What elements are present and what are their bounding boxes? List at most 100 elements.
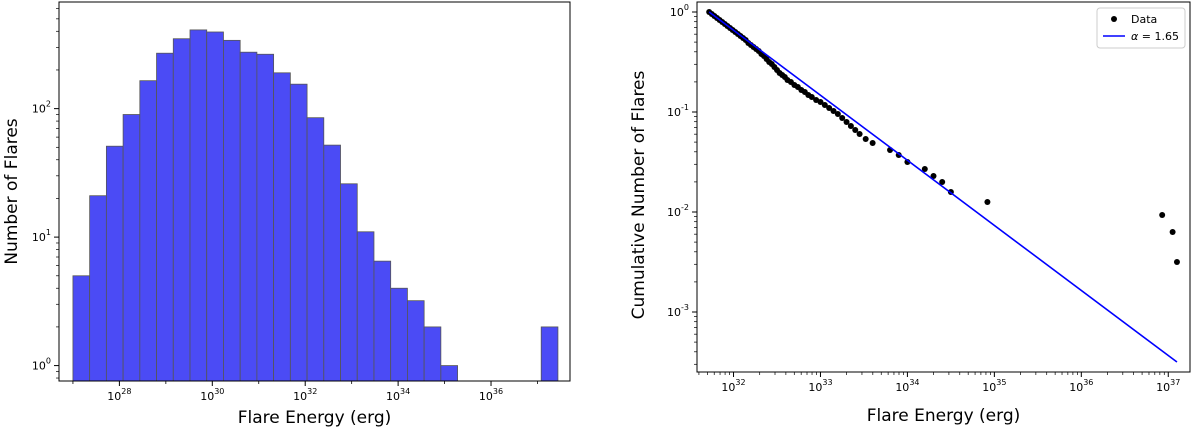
- cumulative-x-tick-label-exp: 35: [996, 378, 1006, 387]
- cumulative-y-tick-label-exp: 0: [684, 3, 689, 12]
- histogram-bar: [189, 29, 208, 382]
- cumulative-x-tick-label-base: 10: [895, 381, 909, 394]
- data-point: [847, 123, 854, 129]
- cumulative-y-tick-label-exp: -3: [681, 303, 689, 312]
- histogram-bar: [156, 52, 174, 382]
- data-point: [839, 115, 846, 121]
- cumulative-x-tick-label: 1033: [808, 378, 832, 394]
- data-point: [869, 140, 876, 146]
- cumulative-y-tick-label: 10-2: [667, 203, 689, 219]
- data-point: [1169, 229, 1176, 235]
- cumulative-y-tick-label-exp: -2: [681, 203, 689, 212]
- data-point: [930, 173, 937, 179]
- histogram-bar: [356, 231, 375, 382]
- legend-fit-symbol: α: [1131, 30, 1139, 43]
- data-point: [826, 105, 833, 111]
- histogram-y-tick-label-base: 10: [32, 103, 46, 116]
- legend-data-marker: [1111, 16, 1117, 22]
- cumulative-x-tick-label-base: 10: [1069, 381, 1083, 394]
- cumulative-y-tick-label-base: 10: [670, 6, 684, 19]
- histogram-bar: [105, 145, 124, 382]
- histogram-bar: [306, 117, 325, 382]
- histogram-frame: [58, 1, 571, 382]
- data-point: [1173, 259, 1180, 265]
- histogram-bar: [139, 80, 157, 382]
- cumulative-x-tick-label-base: 10: [1156, 381, 1170, 394]
- histogram-bar: [323, 144, 341, 382]
- histogram-bar: [72, 275, 91, 382]
- histogram-x-tick-label-base: 10: [293, 390, 307, 403]
- cumulative-x-tick-label-exp: 33: [822, 378, 832, 387]
- cumulative-x-tick-label: 1037: [1156, 378, 1180, 394]
- data-point: [852, 127, 859, 133]
- histogram-x-tick-label: 1030: [200, 387, 224, 403]
- data-point: [862, 136, 869, 142]
- cumulative-chart: 1032 1033 1034 1035 1036 103710010-110-210-3D…: [629, 1, 1191, 426]
- cumulative-x-tick-label-exp: 34: [909, 378, 919, 387]
- legend: Data α = 1.65: [1096, 7, 1186, 49]
- data-point: [808, 94, 815, 100]
- legend-fit-label: α = 1.65: [1131, 30, 1179, 43]
- histogram-y-axis-label: Number of Flares: [2, 118, 22, 264]
- histogram-y-tick-label-base: 10: [32, 360, 46, 373]
- data-point: [939, 179, 946, 185]
- histogram-bar: [206, 31, 224, 382]
- cumulative-x-axis-label: Flare Energy (erg): [867, 406, 1021, 426]
- histogram-y-tick-label-base: 10: [32, 231, 46, 244]
- histogram-x-tick-label: 1032: [293, 387, 317, 403]
- data-point: [817, 99, 824, 105]
- histogram-y-tick-label-exp: 2: [46, 100, 51, 109]
- histogram-bar: [440, 365, 458, 382]
- data-point: [843, 119, 850, 125]
- histogram-x-tick-label-base: 10: [386, 390, 400, 403]
- histogram-x-axis-label: Flare Energy (erg): [238, 408, 392, 428]
- cumulative-y-tick-label-base: 10: [667, 306, 681, 319]
- cumulative-y-tick-label-exp: -1: [681, 103, 689, 112]
- data-point: [921, 166, 928, 172]
- histogram-y-tick-label: 100: [32, 357, 51, 373]
- histogram-x-tick-label: 1036: [479, 387, 503, 403]
- histogram-y-tick-label: 101: [32, 228, 51, 244]
- cumulative-y-tick-label: 100: [670, 3, 689, 19]
- data-point: [856, 131, 863, 137]
- histogram-x-tick-label-exp: 34: [400, 387, 410, 396]
- histogram-y-tick-label-exp: 1: [46, 228, 51, 237]
- legend-fit-value: = 1.65: [1138, 30, 1179, 43]
- cumulative-x-tick-label-base: 10: [808, 381, 822, 394]
- histogram-y-tick-label: 102: [32, 100, 51, 116]
- histogram-x-tick-label: 1034: [386, 387, 410, 403]
- cumulative-x-tick-label-base: 10: [982, 381, 996, 394]
- cumulative-x-tick-label-exp: 36: [1083, 378, 1093, 387]
- histogram-bar: [239, 51, 258, 382]
- legend-box: [1096, 7, 1186, 49]
- histogram-bar: [289, 83, 308, 382]
- histogram-x-tick-label-exp: 28: [121, 387, 131, 396]
- histogram-bar: [223, 39, 241, 382]
- cumulative-x-tick-label: 1036: [1069, 378, 1093, 394]
- histogram-bar: [540, 326, 559, 382]
- histogram-x-tick-label-base: 10: [479, 390, 493, 403]
- histogram-x-tick-label-exp: 30: [214, 387, 224, 396]
- histogram-bar: [122, 114, 141, 382]
- fit-line: [708, 11, 1178, 363]
- histogram-bar: [373, 260, 392, 382]
- histogram-bar: [256, 53, 275, 382]
- cumulative-y-tick-label: 10-1: [667, 103, 689, 119]
- cumulative-x-tick-label: 1032: [721, 378, 745, 394]
- cumulative-y-axis-label: Cumulative Number of Flares: [629, 70, 649, 319]
- data-point: [830, 108, 837, 114]
- data-point: [821, 102, 828, 108]
- histogram-y-tick-label-exp: 0: [46, 357, 51, 366]
- cumulative-y-tick-label-base: 10: [667, 206, 681, 219]
- histogram-x-tick-label: 1028: [107, 387, 131, 403]
- histogram-bar: [340, 183, 358, 382]
- histogram-bar: [423, 326, 442, 382]
- data-point: [984, 199, 991, 205]
- cumulative-x-tick-label: 1034: [895, 378, 919, 394]
- cumulative-x-tick-label-exp: 32: [735, 378, 745, 387]
- histogram-bar: [273, 72, 291, 382]
- cumulative-x-tick-label-base: 10: [721, 381, 735, 394]
- legend-data-label: Data: [1131, 13, 1157, 26]
